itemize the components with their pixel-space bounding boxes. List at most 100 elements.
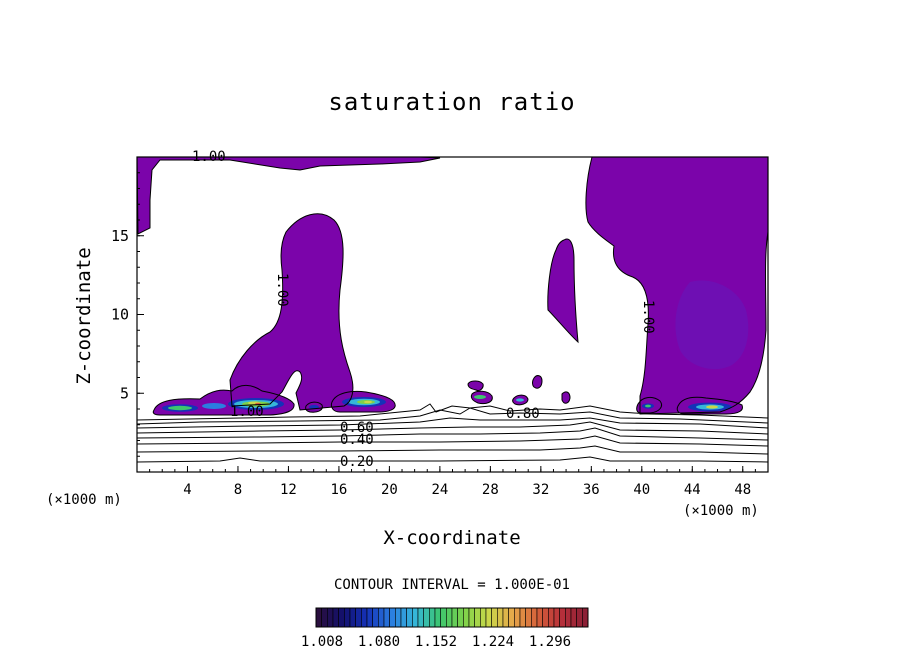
colorbar-swatch <box>429 607 436 628</box>
colorbar-swatch <box>559 607 566 628</box>
colorbar-swatch <box>480 607 487 628</box>
contour-boundary-line <box>547 238 579 344</box>
contour-boundary-line <box>152 384 295 416</box>
colorbar-swatch <box>321 607 328 628</box>
supersaturation-cores <box>162 280 749 412</box>
colorbar-swatch <box>423 607 430 628</box>
x-axis-unit-left: (×1000 m) <box>46 492 122 508</box>
y-tick-label: 5 <box>120 384 129 402</box>
contour-boundary-line <box>229 213 354 411</box>
contour-boundary-line <box>585 157 768 415</box>
colorbar-swatch <box>485 607 492 628</box>
saturated-region-plume-left <box>230 213 353 410</box>
colorbar-swatch <box>400 607 407 628</box>
colorbar-swatch <box>412 607 419 628</box>
colorbar-frame <box>315 607 589 628</box>
colorbar-swatch <box>565 607 572 628</box>
plot-area <box>137 157 768 463</box>
contour-boundary-line <box>512 394 529 406</box>
colorbar-swatch <box>406 607 413 628</box>
contour-boundary-line <box>305 401 323 413</box>
colorbar-swatch <box>474 607 481 628</box>
x-tick-label: 12 <box>280 482 297 498</box>
contour-label: 1.00 <box>274 273 290 307</box>
x-tick-label: 4 <box>183 482 191 498</box>
saturated-blob-small-2 <box>468 381 484 391</box>
contour-lines <box>137 403 768 463</box>
saturated-blob-small-5 <box>532 375 542 389</box>
colorbar-tick-label: 1.008 <box>301 634 343 650</box>
colorbar-swatch <box>553 607 560 628</box>
contour-boundary-line <box>330 390 396 413</box>
colorbar-swatch <box>372 607 379 628</box>
colorbar-tick-label: 1.080 <box>358 634 400 650</box>
colorbar-swatch <box>383 607 390 628</box>
contour-boundary-line <box>470 390 493 405</box>
x-tick-label: 28 <box>482 482 499 498</box>
colorbar-swatch <box>497 607 504 628</box>
colorbar-swatch <box>542 607 549 628</box>
chart-title: saturation ratio <box>328 88 576 116</box>
colorbar-swatch <box>332 607 339 628</box>
colorbar-swatch <box>570 607 577 628</box>
colorbar-swatch <box>349 607 356 628</box>
x-axis-label: X-coordinate <box>383 527 521 549</box>
x-tick-label: 40 <box>633 482 650 498</box>
colorbar-swatch <box>536 607 543 628</box>
colorbar-swatch <box>344 607 351 628</box>
colorbar-swatch <box>338 607 345 628</box>
colorbar <box>315 607 589 628</box>
colorbar-swatch <box>463 607 470 628</box>
colorbar-swatch <box>434 607 441 628</box>
colorbar-swatch <box>389 607 396 628</box>
y-tick-label: 15 <box>111 227 129 245</box>
x-tick-label: 20 <box>381 482 398 498</box>
colorbar-swatch <box>514 607 521 628</box>
colorbar-swatch <box>366 607 373 628</box>
colorbar-swatch <box>417 607 424 628</box>
colorbar-swatch <box>525 607 532 628</box>
colorbar-swatch <box>446 607 453 628</box>
colorbar-tick-label: 1.224 <box>472 634 514 650</box>
colorbar-swatch <box>457 607 464 628</box>
x-tick-label: 36 <box>583 482 600 498</box>
colorbar-swatch <box>395 607 402 628</box>
x-axis-unit-right: (×1000 m) <box>683 503 759 519</box>
contour-boundary-line <box>467 380 484 391</box>
x-tick-label: 44 <box>684 482 701 498</box>
contour-label: 1.00 <box>230 404 264 420</box>
colorbar-swatch <box>502 607 509 628</box>
contour-boundary-line <box>636 396 663 414</box>
colorbar-swatch <box>468 607 475 628</box>
colorbar-swatch <box>576 607 583 628</box>
contour-boundary-line <box>532 375 543 389</box>
x-tick-label: 8 <box>234 482 242 498</box>
contour-label: 0.40 <box>340 432 374 448</box>
colorbar-swatch <box>451 607 458 628</box>
contour-label: 0.60 <box>340 420 374 436</box>
colorbar-swatch <box>440 607 447 628</box>
colorbar-swatch <box>327 607 334 628</box>
colorbar-swatch <box>378 607 385 628</box>
y-tick-label: 10 <box>111 306 129 324</box>
colorbar-swatch <box>355 607 362 628</box>
colorbar-swatch <box>315 607 322 628</box>
colorbar-swatch <box>491 607 498 628</box>
contour-label: 1.00 <box>640 300 656 334</box>
colorbar-swatch <box>361 607 368 628</box>
x-tick-label: 32 <box>532 482 549 498</box>
x-tick-label: 48 <box>734 482 751 498</box>
colorbar-swatch <box>582 607 589 628</box>
colorbar-swatch <box>531 607 538 628</box>
colorbar-swatch <box>548 607 555 628</box>
saturated-blob-small-6 <box>562 391 570 404</box>
contour-boundary-line <box>137 157 441 235</box>
colorbar-swatch <box>508 607 515 628</box>
contour-interval-note: CONTOUR INTERVAL = 1.000E-01 <box>333 577 570 593</box>
saturated-region-column <box>547 238 578 342</box>
x-tick-label: 24 <box>431 482 448 498</box>
contour-boundary-line <box>561 391 571 404</box>
colorbar-tick-label: 1.296 <box>529 634 571 650</box>
colorbar-swatch <box>519 607 526 628</box>
